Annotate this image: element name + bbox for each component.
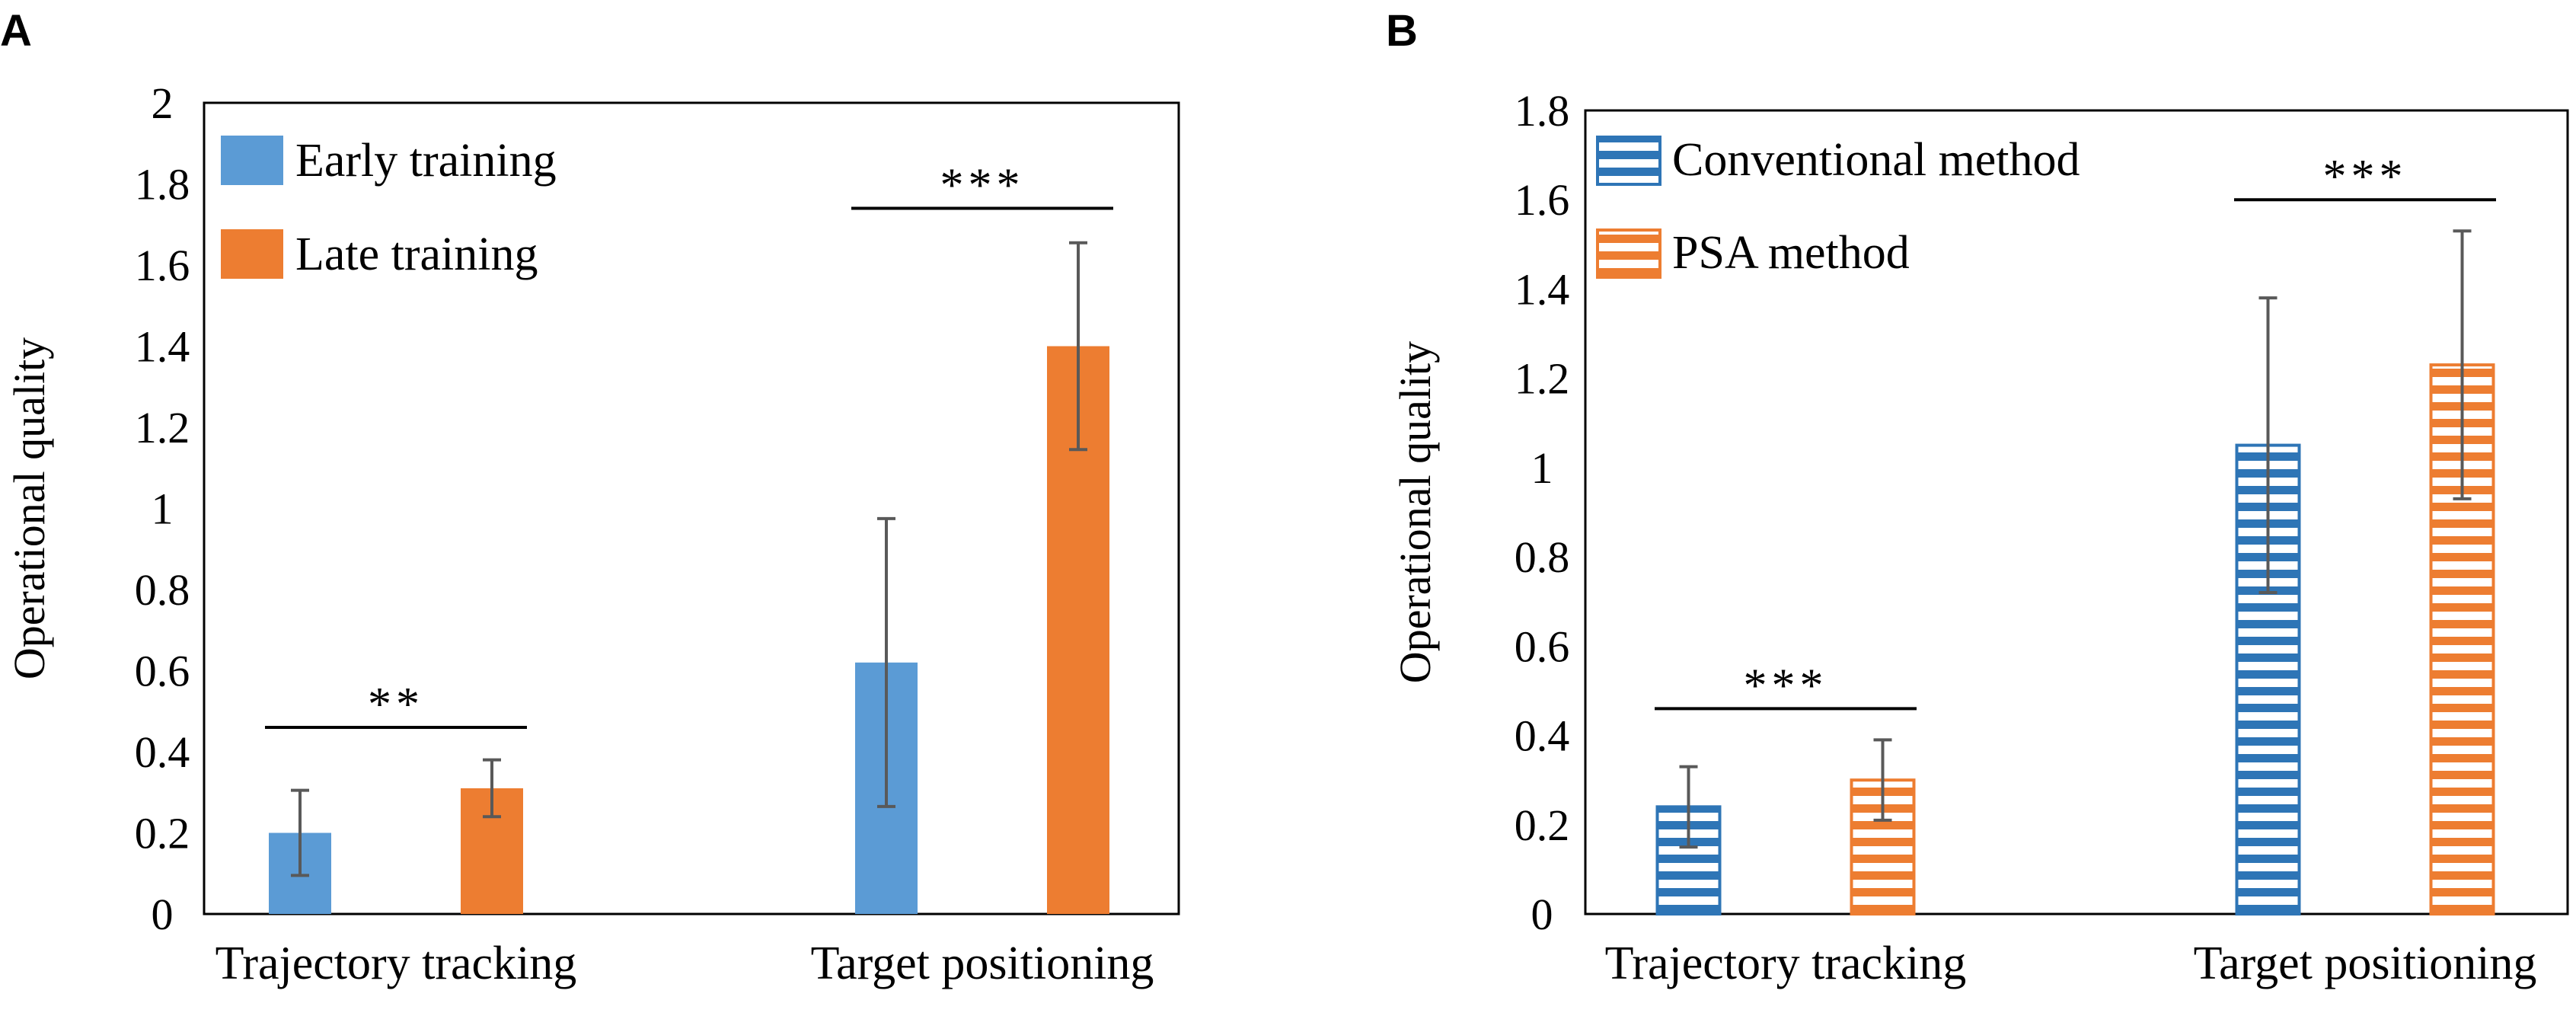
x-category-label: Trajectory tracking (1605, 938, 1967, 989)
y-tick-label: 0.6 (1515, 622, 1570, 671)
y-tick-label: 0 (1531, 890, 1553, 939)
y-tick-label: 2 (152, 78, 174, 128)
y-tick-label: 1.2 (1515, 354, 1570, 404)
y-tick-label: 1.6 (135, 241, 190, 290)
legend-swatch (221, 229, 283, 279)
legend-label: PSA method (1672, 227, 1910, 279)
significance-marker: *** (2323, 151, 2408, 203)
y-tick-label: 0.8 (135, 565, 190, 615)
bar-conventional-method (2235, 443, 2301, 916)
y-tick-label: 1 (152, 484, 174, 534)
y-tick-label: 1.6 (1515, 175, 1570, 225)
y-axis-label: Operational quality (5, 337, 54, 679)
y-tick-label: 1.8 (1515, 86, 1570, 136)
panel-b: B 0 0.2 0.4 0.6 0.8 1 1.2 1.4 1.6 1.8 Operational q… (1386, 6, 2569, 989)
y-tick-label: 0.2 (1515, 800, 1570, 850)
significance-marker: ** (368, 679, 424, 730)
y-tick-label: 1 (1531, 443, 1553, 493)
x-category-label: Trajectory tracking (215, 938, 577, 989)
significance-marker: *** (1744, 660, 1828, 711)
legend-swatch (221, 136, 283, 185)
panel-a: A 0 0.2 0.4 0.6 0.8 1 1.2 1.4 1.6 1.8 2 Operational … (0, 6, 1180, 989)
y-tick-label: 0.8 (1515, 532, 1570, 582)
y-tick-label: 1.2 (135, 403, 190, 452)
legend-swatch (1596, 136, 1661, 186)
y-tick-label: 0.2 (135, 809, 190, 858)
panel-label: A (0, 6, 32, 56)
legend-label: Late training (295, 228, 538, 280)
y-tick-label: 1.8 (135, 160, 190, 209)
panel-label: B (1386, 6, 1418, 56)
x-category-label: Target positioning (2194, 938, 2537, 989)
legend-swatch (1596, 228, 1661, 279)
y-tick-label: 0.4 (135, 727, 190, 777)
y-tick-label: 1.4 (135, 322, 190, 372)
plot-frame (203, 101, 1180, 916)
y-axis-label: Operational quality (1390, 341, 1440, 683)
significance-marker: *** (940, 159, 1025, 211)
y-tick-label: 1.4 (1515, 264, 1570, 314)
y-tick-label: 0.6 (135, 647, 190, 696)
legend-label: Early training (295, 135, 557, 187)
legend-label: Conventional method (1672, 134, 2080, 186)
x-category-label: Target positioning (811, 938, 1154, 989)
plot-frame (1584, 109, 2569, 916)
y-tick-label: 0 (152, 890, 174, 939)
y-tick-label: 0.4 (1515, 711, 1570, 761)
